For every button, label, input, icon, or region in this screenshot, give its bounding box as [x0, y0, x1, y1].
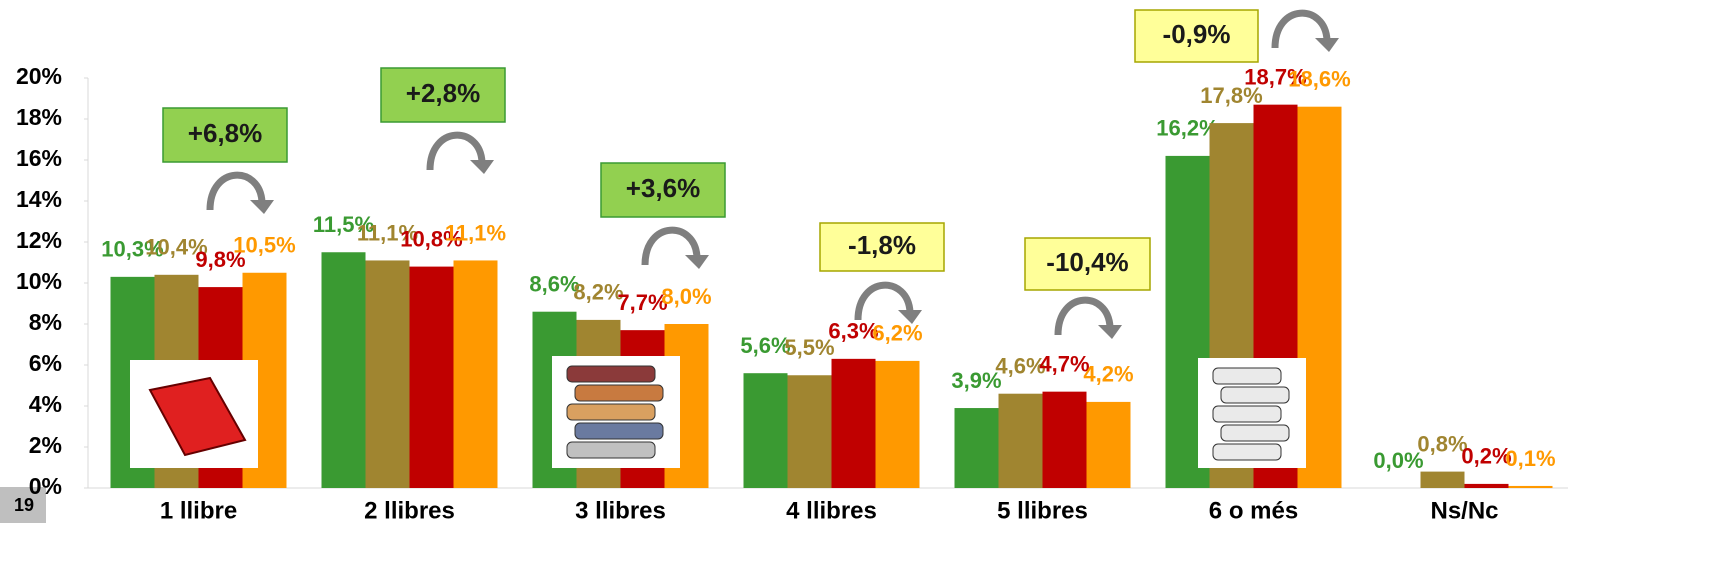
value-label: 8,2% — [573, 280, 623, 305]
y-tick-label: 16% — [16, 145, 62, 171]
value-label: 3,9% — [951, 368, 1001, 393]
y-tick-label: 6% — [29, 350, 62, 376]
annotation-text: +6,8% — [188, 118, 262, 148]
bar — [322, 252, 366, 488]
y-tick-label: 8% — [29, 309, 62, 335]
value-label: 18,6% — [1288, 67, 1350, 92]
x-tick-label: Ns/Nc — [1430, 497, 1498, 524]
value-label: 4,7% — [1039, 351, 1089, 376]
bar — [1509, 486, 1553, 488]
value-label: 8,6% — [529, 272, 579, 297]
x-tick-label: 6 o més — [1209, 497, 1298, 524]
x-tick-label: 3 llibres — [575, 497, 666, 524]
change-arrow — [430, 135, 482, 170]
book-icon — [1221, 387, 1289, 403]
y-tick-label: 4% — [29, 391, 62, 417]
change-arrow — [1058, 300, 1110, 335]
annotation-text: -10,4% — [1046, 247, 1128, 277]
arrow-head — [685, 255, 709, 269]
book-icon — [567, 366, 655, 382]
value-label: 6,3% — [828, 319, 878, 344]
bar — [832, 359, 876, 488]
value-label: 6,2% — [872, 321, 922, 346]
bar — [454, 260, 498, 488]
annotation-text: -0,9% — [1163, 19, 1231, 49]
x-tick-label: 4 llibres — [786, 497, 877, 524]
value-label: 5,6% — [740, 333, 790, 358]
bar — [788, 375, 832, 488]
bar — [1043, 392, 1087, 488]
y-tick-label: 0% — [29, 473, 62, 499]
bar — [1421, 472, 1465, 488]
book-icon — [1221, 425, 1289, 441]
y-tick-label: 10% — [16, 268, 62, 294]
change-arrow — [645, 230, 697, 265]
y-tick-label: 2% — [29, 432, 62, 458]
value-label: 5,5% — [784, 335, 834, 360]
annotation-text: +2,8% — [406, 78, 480, 108]
book-icon — [1213, 368, 1281, 384]
chart: 19 0%2%4%6%8%10%12%14%16%18%20%1 llibre1… — [0, 0, 1733, 583]
bar — [876, 361, 920, 488]
arrow-head — [250, 200, 274, 214]
book-icon — [1213, 406, 1281, 422]
value-label: 11,1% — [445, 220, 506, 245]
value-label: 7,7% — [617, 290, 667, 315]
change-arrow — [858, 285, 910, 320]
change-arrow — [210, 175, 262, 210]
value-label: 8,0% — [661, 284, 711, 309]
book-icon — [1213, 444, 1281, 460]
book-icon — [575, 385, 663, 401]
arrow-head — [1315, 38, 1339, 52]
value-label: 16,2% — [1156, 116, 1218, 141]
value-label: 4,6% — [995, 354, 1045, 379]
x-tick-label: 5 llibres — [997, 497, 1088, 524]
value-label: 0,1% — [1505, 446, 1555, 471]
value-label: 0,2% — [1461, 444, 1511, 469]
arrow-head — [1098, 325, 1122, 339]
annotation-text: -1,8% — [848, 230, 916, 260]
bar — [999, 394, 1043, 488]
value-label: 10,5% — [233, 233, 295, 258]
y-tick-label: 20% — [16, 63, 62, 89]
value-label: 0,0% — [1373, 448, 1423, 473]
x-tick-label: 1 llibre — [160, 497, 237, 524]
y-tick-label: 14% — [16, 186, 62, 212]
bar — [744, 373, 788, 488]
bar — [1087, 402, 1131, 488]
arrow-head — [470, 160, 494, 174]
value-label: 0,8% — [1417, 431, 1467, 456]
book-icon — [575, 423, 663, 439]
bar — [366, 260, 410, 488]
value-label: 4,2% — [1083, 362, 1133, 387]
bar — [1465, 484, 1509, 488]
y-tick-label: 18% — [16, 104, 62, 130]
y-tick-label: 12% — [16, 227, 62, 253]
change-arrow — [1275, 13, 1327, 48]
book-icon — [567, 442, 655, 458]
bar — [410, 267, 454, 488]
x-tick-label: 2 llibres — [364, 497, 455, 524]
annotation-text: +3,6% — [626, 173, 700, 203]
bar — [955, 408, 999, 488]
book-icon — [567, 404, 655, 420]
